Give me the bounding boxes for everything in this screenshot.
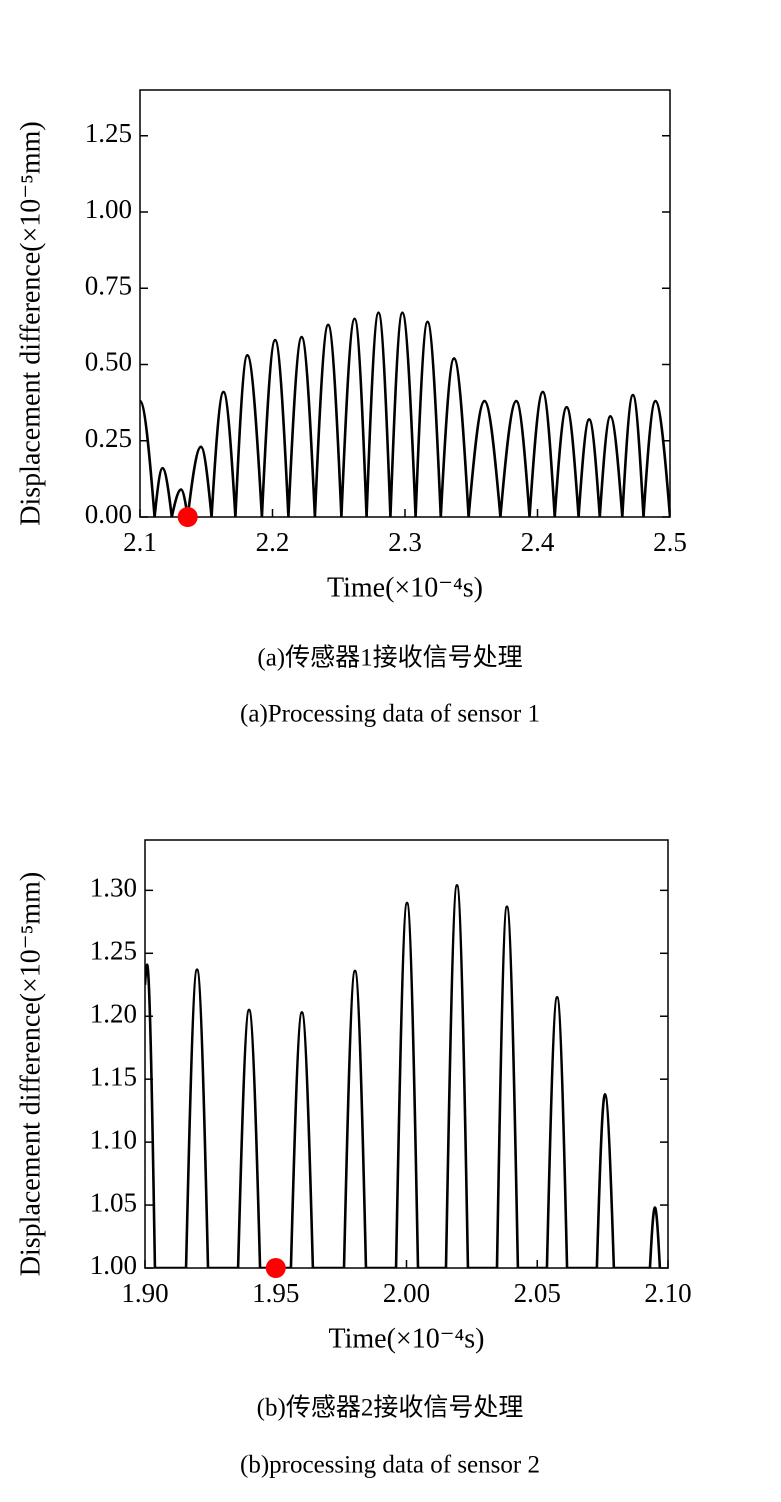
plot-frame [144, 839, 669, 1269]
x-tick-label: 2.2 [256, 527, 290, 557]
y-tick-label: 1.30 [90, 873, 137, 903]
y-tick-label: 0.75 [85, 270, 132, 300]
x-tick-label: 1.95 [252, 1278, 299, 1308]
x-tick-label: 2.3 [388, 527, 422, 557]
x-tick-label: 2.1 [123, 527, 157, 557]
y-tick-label: 1.25 [85, 118, 132, 148]
y-tick-label: 1.15 [90, 1061, 137, 1091]
x-axis-title: Time(×10⁻⁴s) [327, 572, 483, 603]
caption: (a)Processing data of sensor 1 [240, 701, 540, 728]
y-tick-label: 0.50 [85, 347, 132, 377]
y-tick-label: 1.20 [90, 998, 137, 1028]
x-tick-label: 2.4 [521, 527, 555, 557]
y-tick-label: 1.25 [90, 935, 137, 965]
y-tick-label: 1.10 [90, 1124, 137, 1154]
x-tick-label: 1.90 [121, 1278, 168, 1308]
y-axis-title: Displacement difference(×10⁻⁵mm) [15, 872, 46, 1276]
y-tick-label: 1.00 [90, 1250, 137, 1280]
marker-dot [177, 507, 198, 527]
y-axis-title: Displacement difference(×10⁻⁵mm) [15, 121, 46, 525]
y-tick-label: 1.00 [85, 194, 132, 224]
y-tick-label: 0.25 [85, 423, 132, 453]
x-tick-label: 2.5 [653, 527, 687, 557]
y-tick-label: 0.00 [85, 499, 132, 529]
data-line [145, 884, 662, 1268]
x-tick-label: 2.10 [644, 1278, 691, 1308]
x-tick-label: 2.00 [383, 1278, 430, 1308]
caption: (b)传感器2接收信号处理 [257, 1394, 524, 1422]
data-line [140, 311, 670, 517]
plot-frame [139, 89, 671, 518]
x-tick-label: 2.05 [514, 1278, 561, 1308]
y-tick-label: 1.05 [90, 1187, 137, 1217]
marker-dot [265, 1258, 286, 1278]
caption: (b)processing data of sensor 2 [240, 1452, 540, 1479]
x-axis-title: Time(×10⁻⁴s) [329, 1323, 485, 1354]
caption: (a)传感器1接收信号处理 [257, 644, 522, 672]
